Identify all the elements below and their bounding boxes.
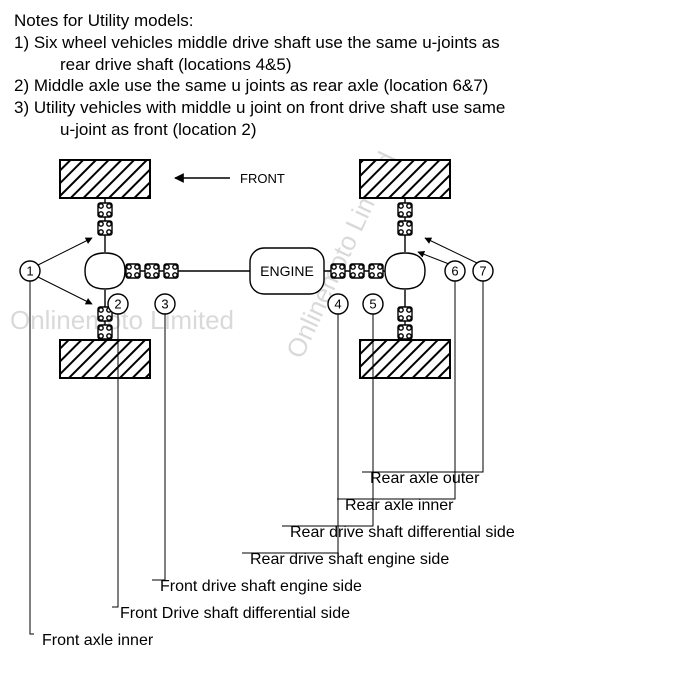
wheel xyxy=(60,160,150,198)
leader-line xyxy=(152,314,165,580)
note-1a: 1) Six wheel vehicles middle drive shaft… xyxy=(14,32,505,54)
label-rear_ds_diff: Rear drive shaft differential side xyxy=(290,524,515,541)
note-1b: rear drive shaft (locations 4&5) xyxy=(14,54,505,76)
notes-heading: Notes for Utility models: xyxy=(14,10,505,32)
note-3a: 3) Utility vehicles with middle u joint … xyxy=(14,97,505,119)
u-joint xyxy=(398,307,412,321)
callout-num-n5: 5 xyxy=(369,297,376,312)
u-joint xyxy=(350,264,364,278)
u-joint xyxy=(398,325,412,339)
u-joint xyxy=(164,264,178,278)
u-joint xyxy=(145,264,159,278)
callout-num-n7: 7 xyxy=(479,264,486,279)
leader-line xyxy=(30,281,34,634)
front-label: FRONT xyxy=(240,171,285,186)
u-joint xyxy=(98,221,112,235)
u-joint xyxy=(98,203,112,217)
label-front_ds_eng: Front drive shaft engine side xyxy=(160,578,362,595)
engine-label: ENGINE xyxy=(260,263,314,279)
leader-line xyxy=(337,281,455,499)
wheel xyxy=(60,340,150,378)
note-3b: u-joint as front (location 2) xyxy=(14,119,505,141)
callout-num-n2: 2 xyxy=(114,297,121,312)
drivetrain-diagram: ENGINE FRONT 1 2 3 4 5 6 7 Rear axle outer Rear ax… xyxy=(0,140,700,700)
notes-block: Notes for Utility models: 1) Six wheel v… xyxy=(14,10,505,141)
callout-num-n6: 6 xyxy=(451,264,458,279)
u-joint xyxy=(98,325,112,339)
callout-num-n1: 1 xyxy=(26,264,33,279)
wheel xyxy=(360,160,450,198)
u-joint xyxy=(398,203,412,217)
label-rear_axle_inner: Rear axle inner xyxy=(345,497,454,514)
label-rear_ds_eng: Rear drive shaft engine side xyxy=(250,551,449,568)
label-front_ds_diff: Front Drive shaft differential side xyxy=(120,605,350,622)
u-joint xyxy=(126,264,140,278)
callout-num-n3: 3 xyxy=(161,297,168,312)
differential xyxy=(85,253,125,289)
note-2: 2) Middle axle use the same u joints as … xyxy=(14,75,505,97)
label-rear_axle_outer: Rear axle outer xyxy=(370,470,480,487)
callout-num-n4: 4 xyxy=(334,297,341,312)
differential xyxy=(385,253,425,289)
u-joint xyxy=(398,221,412,235)
u-joint xyxy=(369,264,383,278)
u-joint xyxy=(331,264,345,278)
leader-line xyxy=(242,314,338,553)
label-front_axle_inner: Front axle inner xyxy=(42,632,154,649)
